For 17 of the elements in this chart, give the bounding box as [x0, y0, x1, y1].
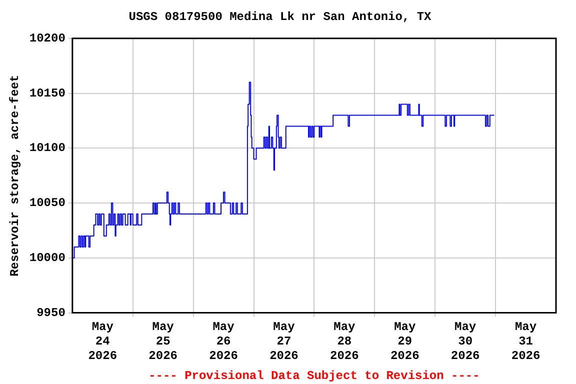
x-tick-label: May 30 2026 [450, 320, 480, 363]
text: ---- Provisional Data Subject to Revision ---- [148, 369, 480, 384]
x-tick-label: May 27 2026 [270, 320, 298, 363]
x-tick-label: May 29 2026 [390, 320, 420, 363]
y-tick-label: 10200 [29, 31, 66, 46]
y-tick-label: 9950 [36, 306, 66, 320]
x-tick-label: May 24 2026 [88, 320, 118, 363]
x-tick-label: May 26 2026 [209, 320, 238, 363]
y-tick-label: 10000 [29, 250, 66, 265]
chart-title: USGS 08179500 Medina Lk nr San Antonio, TX [128, 10, 432, 24]
y-axis-title: Reservoir storage, acre-feet [8, 74, 22, 276]
x-tick-label: May 31 2026 [511, 320, 540, 363]
y-tick-label: 10050 [29, 196, 66, 210]
y-tick-label: 10100 [29, 141, 66, 156]
x-tick-label: May 25 2026 [148, 320, 178, 363]
x-tick-label: May 28 2026 [330, 320, 359, 363]
y-tick-label: 10150 [29, 86, 66, 100]
